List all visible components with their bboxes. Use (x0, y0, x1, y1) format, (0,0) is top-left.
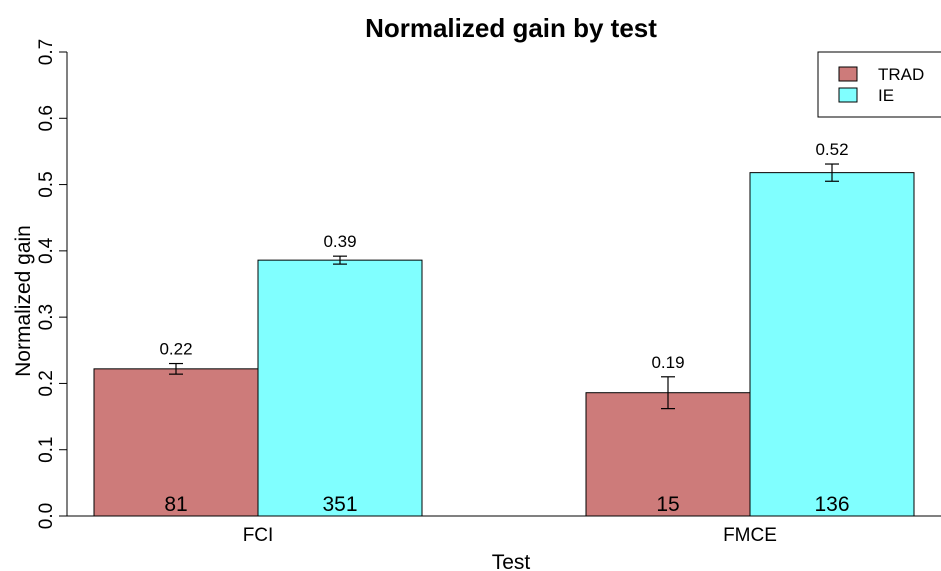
legend: TRAD IE (817, 51, 941, 118)
y-tick-label: 0.0 (36, 503, 57, 529)
sample-size-label: 351 (322, 493, 357, 516)
plot-area: 0.22 81 0.39 351 0.19 15 0.52 136 (93, 140, 915, 517)
value-label: 0.19 (651, 353, 684, 372)
legend-box (817, 51, 941, 118)
y-axis-title: Normalized gain (12, 225, 35, 377)
x-axis-categories: FCI FMCE (243, 525, 777, 546)
y-tick-label: 0.5 (36, 171, 57, 197)
legend-label: IE (878, 86, 894, 105)
legend-label: TRAD (878, 65, 924, 84)
legend-swatch (838, 66, 858, 82)
y-tick-label: 0.4 (36, 237, 57, 264)
legend-swatch (838, 87, 858, 103)
sample-size-label: 15 (656, 493, 679, 516)
x-category-label: FCI (243, 525, 274, 546)
sample-size-label: 136 (814, 493, 849, 516)
x-axis-title: Test (492, 551, 531, 571)
y-tick-label: 0.2 (36, 370, 57, 396)
y-tick-label: 0.7 (36, 39, 57, 65)
sample-size-label: 81 (164, 493, 187, 516)
value-label: 0.22 (159, 340, 192, 359)
value-label: 0.39 (323, 232, 356, 251)
x-category-label: FMCE (723, 525, 777, 546)
value-label: 0.52 (815, 140, 848, 159)
chart-title: Normalized gain by test (365, 13, 657, 43)
bar (257, 259, 423, 517)
y-tick-label: 0.6 (36, 105, 57, 131)
y-axis-ticks: 0.0 0.1 0.2 0.3 0.4 0.5 0.6 0.7 (36, 39, 67, 529)
bar (749, 172, 915, 517)
y-tick-label: 0.3 (36, 304, 57, 330)
bar (93, 368, 259, 517)
y-tick-label: 0.1 (36, 437, 57, 463)
